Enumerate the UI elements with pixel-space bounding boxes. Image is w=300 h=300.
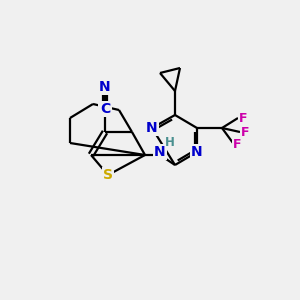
Text: N: N bbox=[99, 80, 111, 94]
Text: N: N bbox=[146, 121, 158, 135]
Text: F: F bbox=[233, 139, 241, 152]
Text: F: F bbox=[241, 125, 249, 139]
Text: F: F bbox=[239, 112, 247, 124]
Text: N: N bbox=[191, 145, 203, 159]
Text: S: S bbox=[103, 168, 113, 182]
Text: N: N bbox=[154, 145, 166, 159]
Text: H: H bbox=[165, 136, 175, 149]
Text: C: C bbox=[100, 102, 110, 116]
